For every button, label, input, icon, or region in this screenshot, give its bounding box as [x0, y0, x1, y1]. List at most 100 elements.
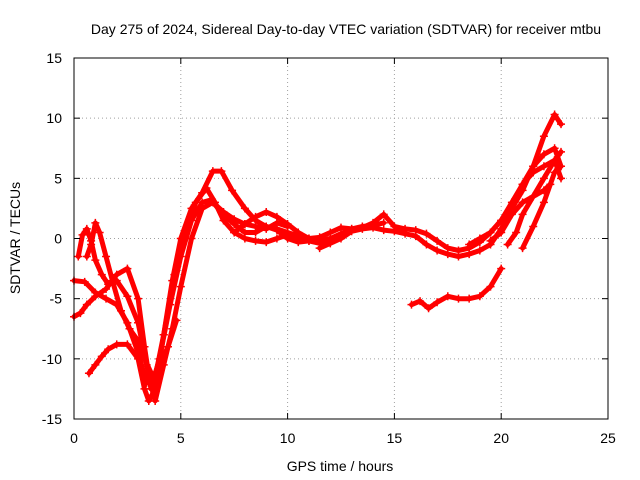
data-point [76, 309, 85, 318]
data-point [337, 223, 345, 232]
data-point [155, 360, 164, 369]
data-point [486, 236, 495, 245]
data-point [125, 324, 134, 333]
data-point [251, 222, 260, 231]
data-point [102, 294, 111, 303]
data-point [529, 168, 538, 177]
x-tick-label: 5 [177, 430, 185, 446]
data-point [123, 264, 132, 273]
data-point [134, 318, 143, 327]
data-point [379, 226, 388, 235]
data-point [529, 192, 538, 201]
chart-title: Day 275 of 2024, Sidereal Day-to-day VTE… [91, 21, 601, 37]
data-point [123, 340, 132, 349]
data-point [337, 234, 345, 243]
data-point [433, 246, 442, 255]
data-point [407, 300, 416, 309]
data-point [433, 236, 442, 245]
data-point [91, 360, 100, 369]
data-point [518, 180, 527, 189]
data-point [240, 220, 249, 229]
data-point [228, 186, 237, 195]
data-point [507, 210, 516, 219]
y-tick-label: -5 [50, 291, 63, 307]
data-point [198, 188, 207, 197]
data-point [424, 304, 433, 313]
data-point [208, 198, 217, 207]
data-point [294, 228, 303, 237]
data-point [411, 232, 420, 241]
data-point [512, 228, 521, 237]
data-point [97, 352, 106, 361]
x-tick-label: 25 [600, 430, 616, 446]
data-point [557, 174, 566, 183]
data-point [539, 132, 548, 141]
data-point [497, 264, 506, 273]
data-point [529, 222, 538, 231]
data-point [486, 282, 495, 291]
series-trace [409, 266, 504, 311]
data-point [140, 384, 149, 393]
data-point [465, 294, 474, 303]
data-point [163, 342, 172, 351]
series-arc-11 [518, 162, 566, 253]
data-point [550, 144, 559, 153]
data-point [151, 396, 160, 405]
series-layer [70, 110, 566, 405]
data-point [539, 198, 548, 207]
data-point [187, 234, 196, 243]
data-point [104, 345, 113, 354]
axes: 0 5 10 15 20 25 -15 -10 -5 0 5 10 15 [42, 50, 616, 446]
data-point [416, 297, 425, 306]
data-point [539, 150, 548, 159]
data-point [304, 234, 313, 243]
data-point [454, 294, 463, 303]
data-point [315, 233, 324, 242]
data-point [168, 276, 177, 285]
data-point [91, 256, 100, 265]
data-point [475, 246, 484, 255]
data-point [262, 208, 271, 217]
y-tick-label: -15 [42, 411, 62, 427]
data-point [74, 252, 83, 261]
data-point [518, 244, 527, 253]
data-point [123, 292, 132, 301]
data-point [134, 336, 143, 345]
data-point [84, 369, 93, 378]
data-point [369, 223, 378, 232]
data-point [102, 252, 111, 261]
data-point [358, 224, 367, 233]
data-point [539, 174, 548, 183]
data-point [454, 252, 463, 261]
data-point [539, 162, 548, 171]
data-point [112, 340, 121, 349]
data-point [219, 216, 228, 225]
data-point [219, 208, 228, 217]
data-point [557, 162, 566, 171]
data-point [97, 270, 106, 279]
data-point [140, 354, 149, 363]
data-point [550, 168, 559, 177]
data-point [217, 167, 226, 176]
data-point [230, 215, 239, 224]
data-point [230, 228, 239, 237]
data-point [443, 292, 452, 301]
data-point [326, 239, 335, 248]
x-tick-label: 20 [493, 430, 509, 446]
data-point [497, 216, 506, 225]
data-point [272, 212, 281, 221]
series-arc-10 [503, 147, 566, 249]
data-point [465, 250, 474, 259]
data-point [159, 330, 168, 339]
data-point [465, 240, 474, 249]
data-point [240, 204, 249, 213]
x-tick-label: 15 [387, 430, 403, 446]
data-point [82, 252, 91, 261]
data-point [518, 210, 527, 219]
series-arc-5 [82, 218, 181, 381]
data-point [443, 250, 452, 259]
data-point [422, 240, 431, 249]
data-point [497, 228, 506, 237]
data-point [82, 224, 91, 233]
